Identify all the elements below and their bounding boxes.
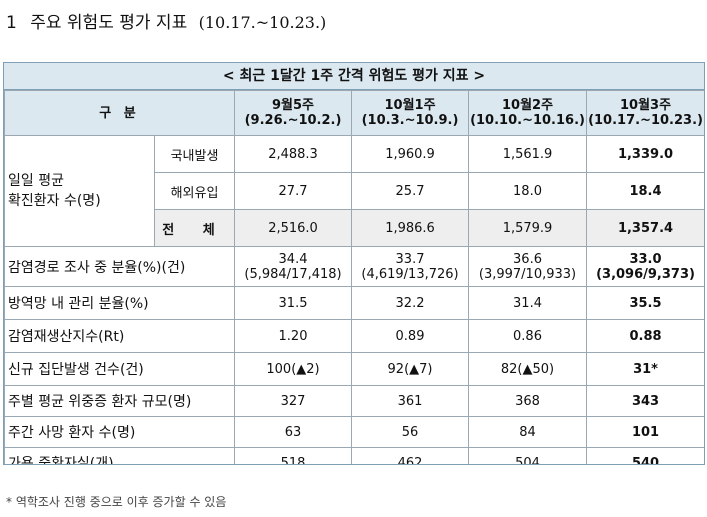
cell-value: 1,986.6 bbox=[351, 209, 470, 247]
table-row: 방역망 내 관리 분율(%) 31.5 32.2 31.4 35.5 bbox=[4, 286, 704, 320]
cell-value: 1.20 bbox=[234, 319, 353, 353]
row-label: 주간 사망 환자 수(명) bbox=[4, 416, 236, 448]
cell-value: 31.5 bbox=[234, 286, 353, 320]
cell-value: 18.4 bbox=[586, 172, 704, 210]
row-sub-label: 전 체 bbox=[153, 209, 236, 247]
table-row: 신규 집단발생 건수(건) 100(▲2) 92(▲7) 82(▲50) 31* bbox=[4, 352, 704, 386]
table-row: 감염경로 조사 중 분율(%)(건) 34.4 (5,984/17,418) 33… bbox=[4, 246, 704, 287]
row-label: 가용 중환자실(개) bbox=[4, 447, 236, 464]
cell-value: 361 bbox=[351, 385, 470, 417]
cell-value: 1,579.9 bbox=[468, 209, 588, 247]
cell-value: 1,561.9 bbox=[468, 135, 588, 173]
table-row: 주간 사망 환자 수(명) 63 56 84 101 bbox=[4, 416, 704, 448]
section-heading: 1 주요 위험도 평가 지표 (10.17.~10.23.) bbox=[6, 8, 326, 33]
cell-value: 368 bbox=[468, 385, 588, 417]
category-header: 구 분 bbox=[4, 90, 236, 136]
cell-value: 1,960.9 bbox=[351, 135, 470, 173]
cell-value: 56 bbox=[351, 416, 470, 448]
cell-value: 18.0 bbox=[468, 172, 588, 210]
daily-average-label: 일일 평균 확진환자 수(명) bbox=[4, 135, 155, 247]
cell-value: 36.6 (3,997/10,933) bbox=[468, 246, 588, 287]
footnote: * 역학조사 진행 중으로 이후 증가할 수 있음 bbox=[6, 495, 227, 509]
section-title: 주요 위험도 평가 지표 bbox=[30, 13, 188, 33]
table-row: 감염재생산지수(Rt) 1.20 0.89 0.86 0.88 bbox=[4, 319, 704, 353]
cell-value: 0.89 bbox=[351, 319, 470, 353]
table-row: 주별 평균 위중증 환자 규모(명) 327 361 368 343 bbox=[4, 385, 704, 417]
week-header: 10월3주 (10.17.~10.23.) bbox=[586, 90, 704, 136]
cell-value: 27.7 bbox=[234, 172, 353, 210]
table-row: 전 체 2,516.0 1,986.6 1,579.9 1,357.4 bbox=[5, 209, 704, 247]
cell-value: 31* bbox=[586, 352, 704, 386]
week-header: 10월2주 (10.10.~10.16.) bbox=[468, 90, 588, 136]
cell-value: 504 bbox=[468, 447, 588, 464]
cell-value: 32.2 bbox=[351, 286, 470, 320]
cell-value: 518 bbox=[234, 447, 353, 464]
row-label: 방역망 내 관리 분율(%) bbox=[4, 286, 236, 320]
cell-value: 1,339.0 bbox=[586, 135, 704, 173]
cell-value: 101 bbox=[586, 416, 704, 448]
table-row: 일일 평균 확진환자 수(명) 국내발생 2,488.3 1,960.9 1,5… bbox=[4, 135, 704, 247]
row-sub-label: 국내발생 bbox=[153, 135, 236, 173]
header-row: 구 분 9월5주 (9.26.~10.2.) 10월1주 (10.3.~10.9.)… bbox=[4, 90, 704, 136]
table-row: 가용 중환자실(개) 518 462 504 540 bbox=[4, 447, 704, 464]
cell-value: 92(▲7) bbox=[351, 352, 470, 386]
row-label: 감염경로 조사 중 분율(%)(건) bbox=[4, 246, 236, 287]
row-sub-label: 해외유입 bbox=[153, 172, 236, 210]
cell-value: 1,357.4 bbox=[586, 209, 704, 247]
table-row: 해외유입 27.7 25.7 18.0 18.4 bbox=[5, 172, 704, 210]
table-caption: < 최근 1달간 1주 간격 위험도 평가 지표 > bbox=[4, 63, 704, 90]
cell-value: 100(▲2) bbox=[234, 352, 353, 386]
cell-value: 82(▲50) bbox=[468, 352, 588, 386]
cell-value: 31.4 bbox=[468, 286, 588, 320]
cell-value: 540 bbox=[586, 447, 704, 464]
row-label: 감염재생산지수(Rt) bbox=[4, 319, 236, 353]
week-header: 9월5주 (9.26.~10.2.) bbox=[234, 90, 353, 136]
cell-value: 2,516.0 bbox=[234, 209, 353, 247]
cell-value: 0.88 bbox=[586, 319, 704, 353]
cell-value: 327 bbox=[234, 385, 353, 417]
week-header: 10월1주 (10.3.~10.9.) bbox=[351, 90, 470, 136]
cell-value: 462 bbox=[351, 447, 470, 464]
risk-table-box: < 최근 1달간 1주 간격 위험도 평가 지표 > 구 분 9월5주 (9.26… bbox=[3, 62, 705, 465]
cell-value: 84 bbox=[468, 416, 588, 448]
section-period: (10.17.~10.23.) bbox=[198, 13, 327, 32]
cell-value: 35.5 bbox=[586, 286, 704, 320]
risk-table: 구 분 9월5주 (9.26.~10.2.) 10월1주 (10.3.~10.9.)… bbox=[4, 90, 704, 464]
cell-value: 33.0 (3,096/9,373) bbox=[586, 246, 704, 287]
cell-value: 25.7 bbox=[351, 172, 470, 210]
cell-value: 2,488.3 bbox=[234, 135, 353, 173]
cell-value: 33.7 (4,619/13,726) bbox=[351, 246, 470, 287]
cell-value: 34.4 (5,984/17,418) bbox=[234, 246, 353, 287]
cell-value: 343 bbox=[586, 385, 704, 417]
cell-value: 63 bbox=[234, 416, 353, 448]
row-label: 신규 집단발생 건수(건) bbox=[4, 352, 236, 386]
row-label: 주별 평균 위중증 환자 규모(명) bbox=[4, 385, 236, 417]
cell-value: 0.86 bbox=[468, 319, 588, 353]
section-number: 1 bbox=[6, 13, 17, 33]
